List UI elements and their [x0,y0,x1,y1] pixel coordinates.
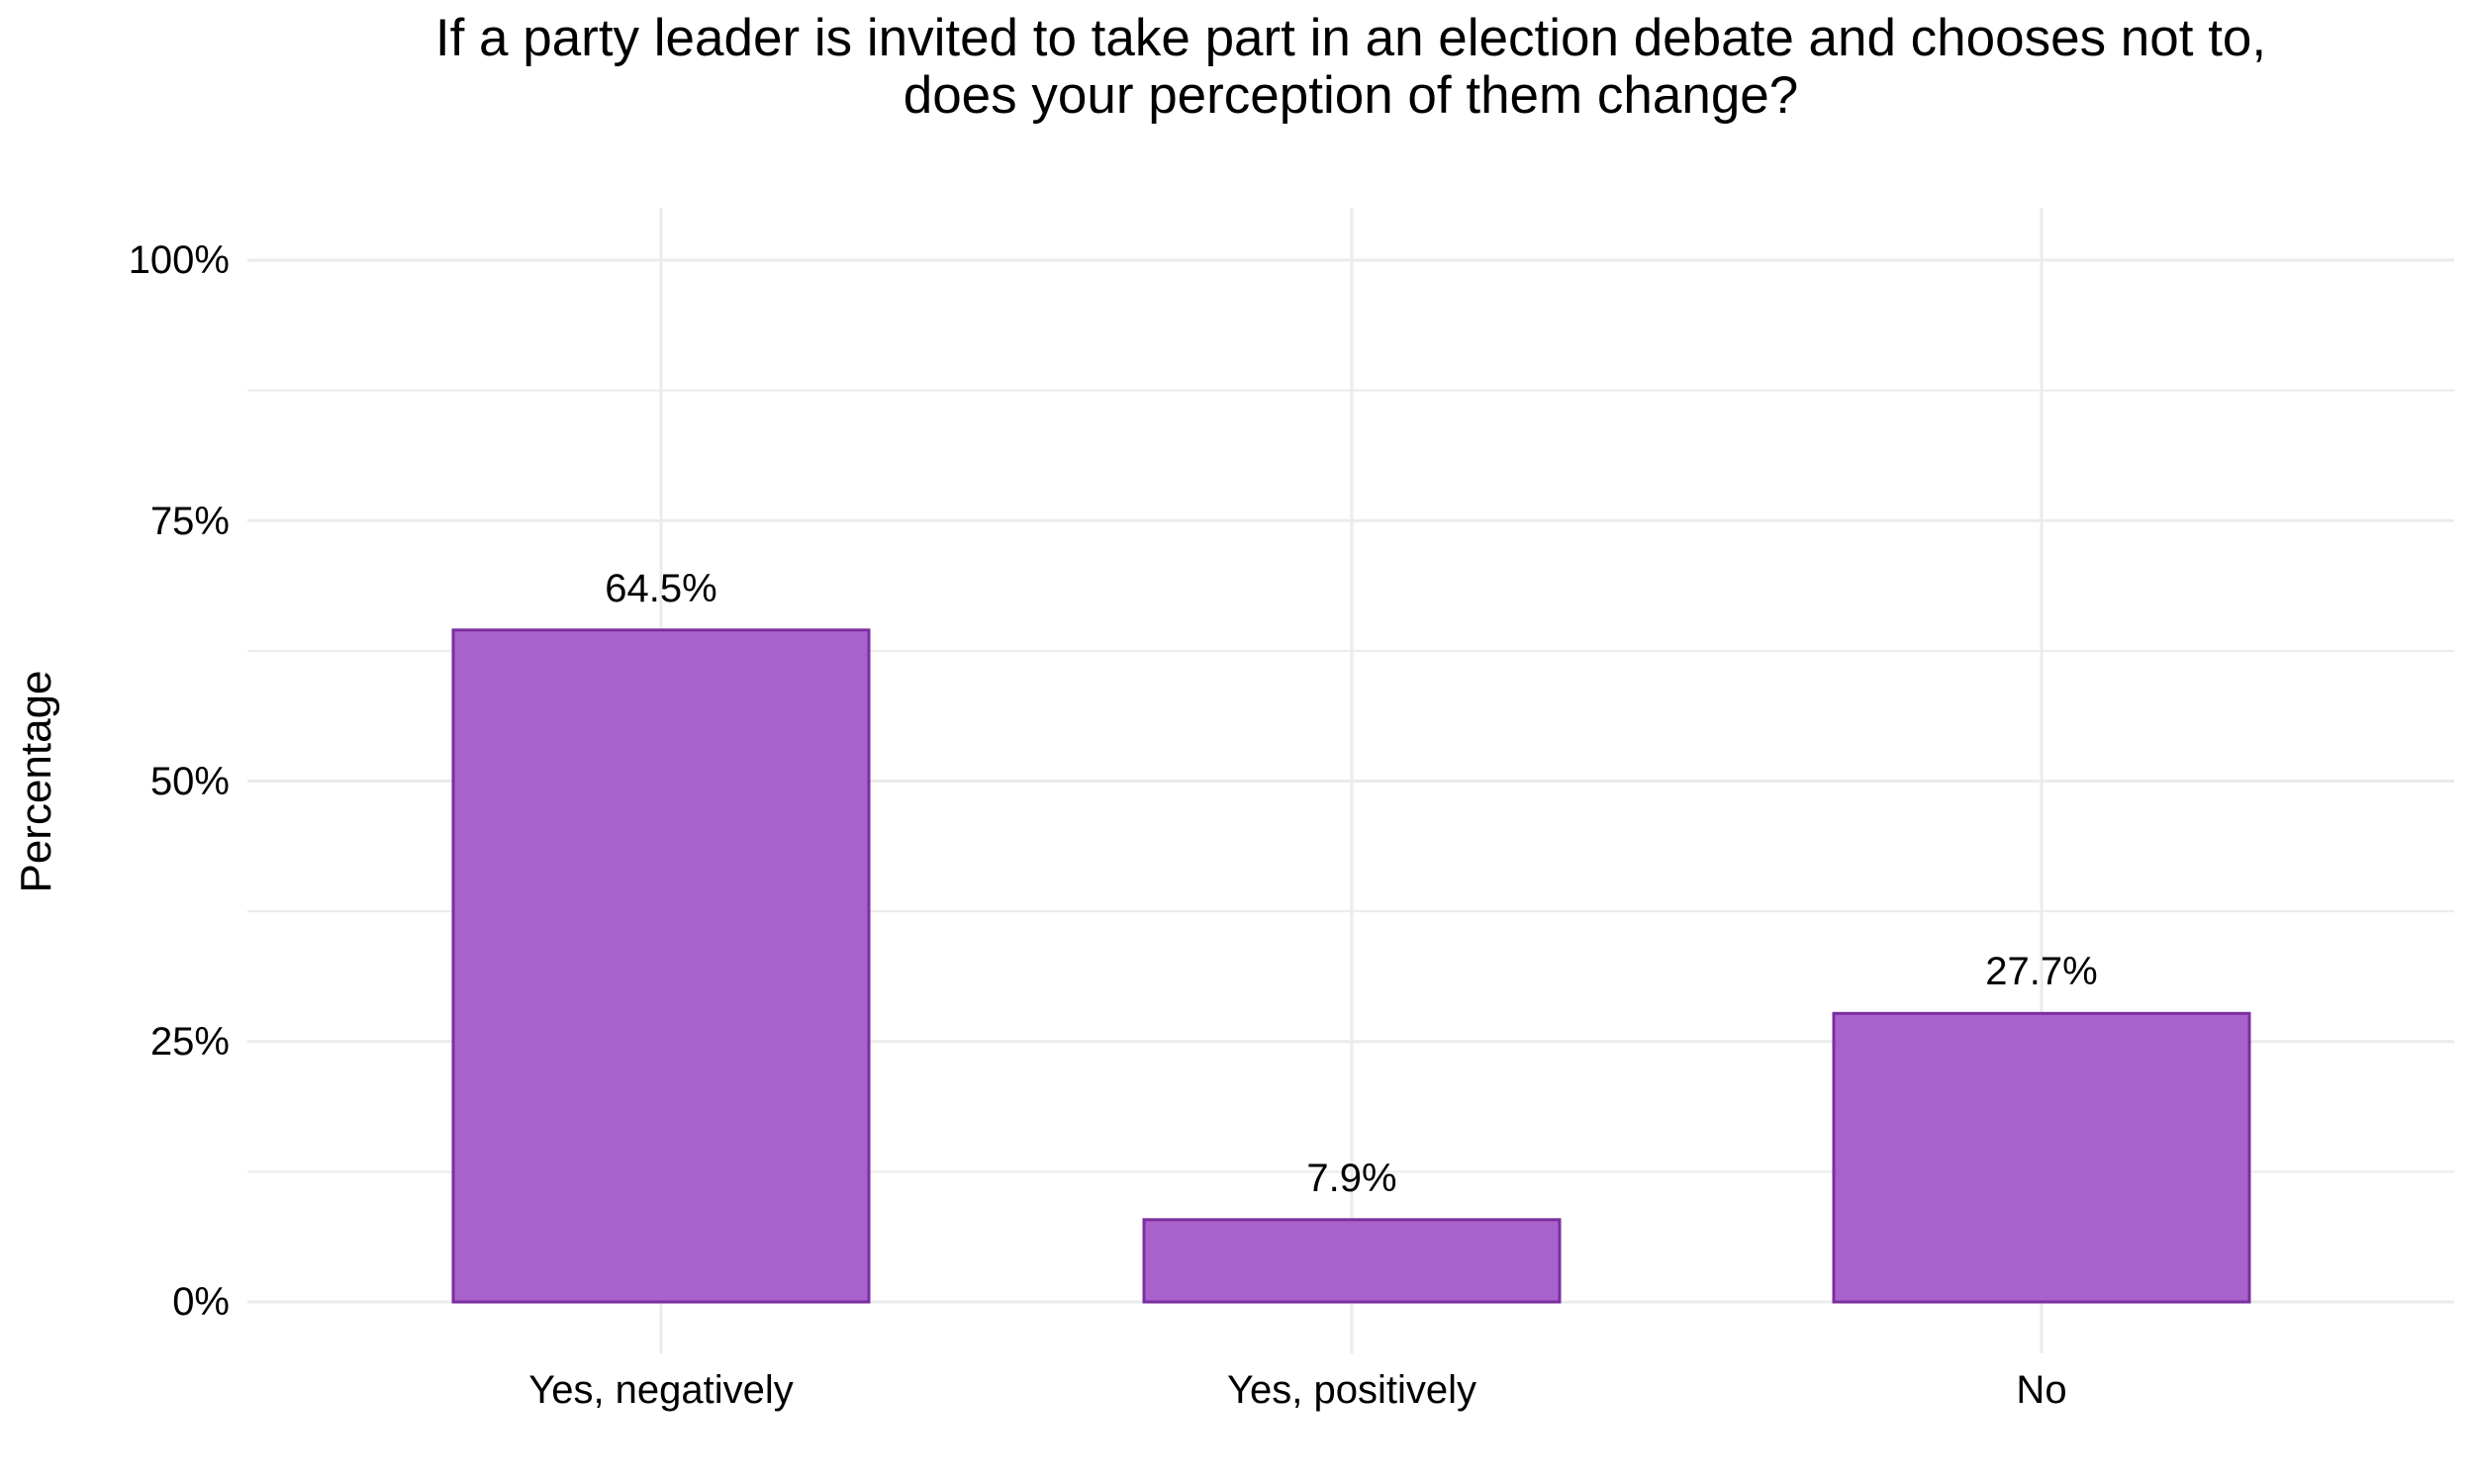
x-tick-yes-negatively: Yes, negatively [528,1368,794,1412]
bar-value-label-yes-negatively: 64.5% [605,566,717,610]
bar-no [1832,1011,2251,1304]
y-tick-100: 100% [128,238,230,282]
x-tick-yes-positively: Yes, positively [1227,1368,1476,1412]
chart-title: If a party leader is invited to take par… [247,10,2454,125]
x-tick-no: No [2016,1368,2067,1412]
bar-value-label-yes-positively: 7.9% [1306,1156,1397,1200]
bar-value-label-no: 27.7% [1985,950,2098,994]
chart-title-line-2: does your perception of them change? [903,66,1799,125]
bar-yes-negatively [451,628,871,1304]
y-tick-75: 75% [149,500,230,543]
y-axis-title: Percentage [12,670,60,893]
plot-area [247,208,2454,1353]
y-tick-50: 50% [149,760,230,803]
y-tick-25: 25% [149,1020,230,1064]
bar-yes-positively [1142,1218,1562,1304]
chart-title-line-1: If a party leader is invited to take par… [434,9,2267,67]
plot-svg [247,208,2454,1353]
y-tick-0: 0% [172,1280,230,1324]
